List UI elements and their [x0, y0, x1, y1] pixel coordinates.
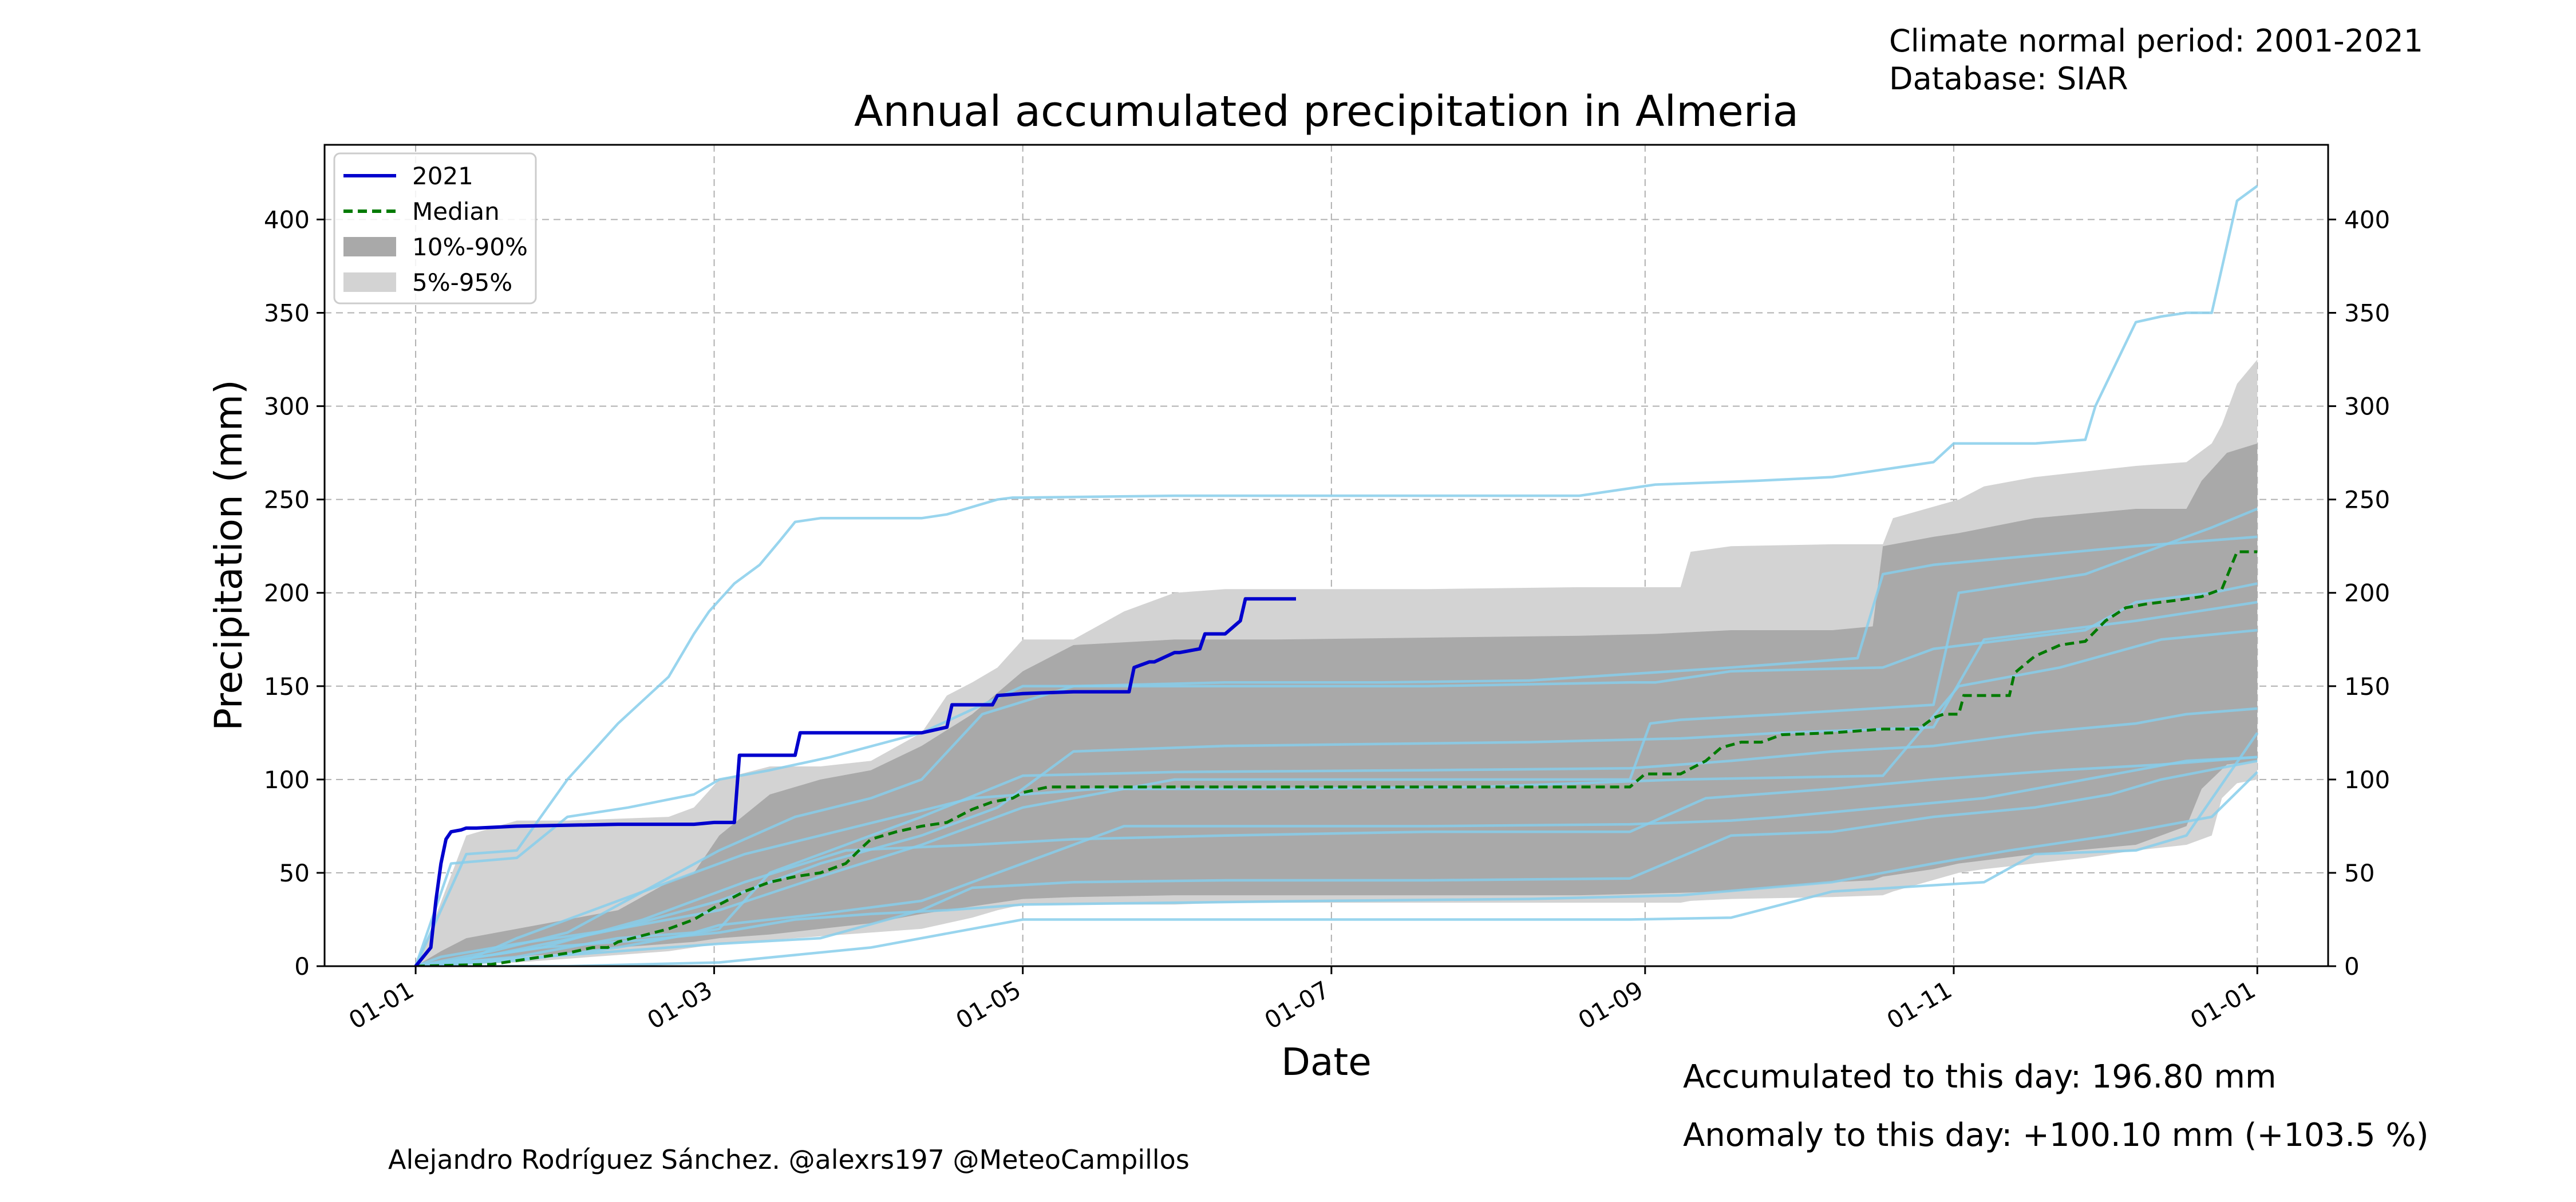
y-tick-label-right-0: 0	[2344, 952, 2360, 980]
y-tick-label-right-300: 300	[2344, 393, 2390, 421]
y-tick-label-350: 350	[264, 299, 310, 327]
y-tick-label-150: 150	[264, 673, 310, 701]
legend-label-3: 5%-95%	[412, 268, 512, 296]
y-tick-label-right-50: 50	[2344, 859, 2374, 887]
y-tick-label-100: 100	[264, 766, 310, 794]
x-axis-label: Date	[1281, 1040, 1372, 1084]
legend-box	[333, 152, 537, 305]
legend-label-2: 10%-90%	[412, 233, 528, 261]
y-tick-label-right-150: 150	[2344, 673, 2390, 701]
history-year-line-4	[415, 707, 2258, 966]
legend-label-0: 2021	[412, 162, 473, 190]
legend-swatch-2	[343, 237, 396, 256]
plot-area	[414, 184, 2259, 966]
y-tick-label-right-200: 200	[2344, 579, 2390, 607]
history-year-line-5	[415, 760, 2258, 966]
history-year-line-2	[415, 507, 2258, 966]
history-year-line-6	[415, 756, 2258, 966]
history-year-line-9	[415, 600, 2258, 966]
plot-frame	[323, 144, 2329, 967]
anomaly-readout: Anomaly to this day: +100.10 mm (+103.5 …	[1683, 1117, 2429, 1154]
climate-period-label: Climate normal period: 2001-2021	[1889, 23, 2423, 59]
y-tick-label-right-400: 400	[2344, 205, 2390, 234]
history-year-line-7	[415, 771, 2258, 966]
history-year-line-10	[415, 756, 2258, 966]
left-y-axis: 0 50 100 150 200 250 300 350 400	[264, 205, 325, 980]
y-tick-label-right-100: 100	[2344, 766, 2390, 794]
y-tick-label-right-350: 350	[2344, 299, 2390, 327]
y-tick-label-0: 0	[294, 952, 310, 980]
y-tick-label-50: 50	[279, 859, 310, 887]
current-year-line	[414, 597, 1296, 966]
author-credit: Alejandro Rodríguez Sánchez. @alexrs197 …	[388, 1144, 1190, 1175]
history-year-line-11	[415, 628, 2258, 966]
y-tick-label-250: 250	[264, 486, 310, 514]
accumulated-readout: Accumulated to this day: 196.80 mm	[1683, 1058, 2277, 1096]
y-tick-label-200: 200	[264, 579, 310, 607]
y-tick-label-300: 300	[264, 393, 310, 421]
history-year-line-8	[416, 732, 2259, 966]
legend-swatch-3	[343, 272, 396, 292]
y-axis-label: Precipitation (mm)	[207, 379, 251, 731]
history-year-line-0	[414, 184, 2258, 966]
y-tick-label-right-250: 250	[2344, 486, 2390, 514]
median-line	[416, 550, 2258, 966]
history-year-line-3	[415, 535, 2258, 966]
legend: 2021 Median 10%-90% 5%-95%	[333, 152, 537, 305]
database-label: Database: SIAR	[1889, 61, 2128, 97]
band-10-90	[416, 443, 2258, 966]
right-y-axis: 0 50 100 150 200 250 300 350 400	[2328, 205, 2390, 980]
y-tick-label-400: 400	[264, 205, 310, 234]
chart-title: Annual accumulated precipitation in Alme…	[854, 87, 1799, 136]
legend-label-1: Median	[412, 197, 500, 226]
